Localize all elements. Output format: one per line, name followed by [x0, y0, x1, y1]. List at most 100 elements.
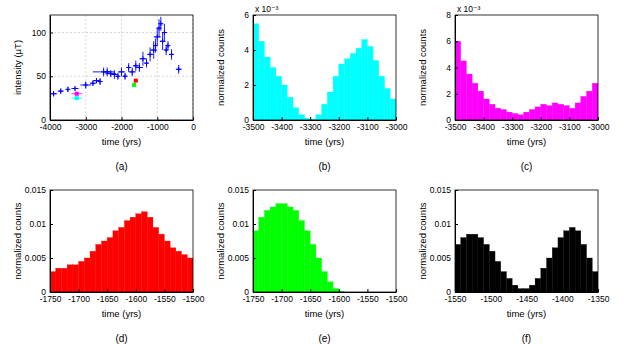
tick-label: 2 [244, 80, 249, 90]
y-axis-title: normalized counts [215, 202, 226, 279]
bar [367, 47, 373, 121]
x-axis-title: time (yrs) [305, 136, 345, 147]
tick-label: 0.015 [228, 185, 250, 195]
bar [287, 97, 293, 120]
tick-mark [253, 50, 256, 51]
tick-label: -1550 [357, 294, 379, 304]
bar [501, 110, 507, 121]
point [73, 86, 78, 91]
axis: 0246 [244, 10, 256, 125]
bar [484, 99, 490, 120]
tick: 6 [446, 36, 458, 46]
tick: -3000 [588, 117, 610, 132]
tick: -3300 [502, 117, 524, 132]
bar [293, 108, 299, 120]
bar [478, 238, 484, 292]
tick-label: -2000 [111, 122, 133, 132]
tick-mark [569, 117, 570, 120]
bar [466, 74, 472, 120]
point [137, 65, 142, 70]
bar [147, 217, 153, 292]
tick-label: 4 [446, 63, 451, 73]
x-axis-title: time (yrs) [102, 308, 142, 319]
tick-label: 0 [41, 287, 46, 297]
bar [529, 285, 535, 292]
tick: -1700 [271, 289, 293, 304]
tick-mark [310, 117, 311, 120]
x-axis-title: time (yrs) [102, 136, 142, 147]
tick-mark [310, 289, 311, 292]
bar [569, 108, 575, 120]
bar [569, 227, 575, 292]
tick: -1600 [125, 289, 147, 304]
bar [293, 210, 299, 292]
bar [472, 234, 478, 292]
tick-mark [253, 258, 256, 259]
bar [333, 76, 339, 120]
bar [535, 107, 541, 120]
y-axis-title: normalized counts [215, 29, 226, 106]
tick-mark [50, 76, 53, 77]
plot-frame [50, 15, 193, 120]
tick: 0.015 [430, 185, 458, 195]
caption: (f) [522, 333, 531, 344]
point [176, 67, 181, 72]
y-axis-title: normalized counts [417, 29, 428, 106]
tick-label: 6 [446, 36, 451, 46]
tick: -3000 [75, 117, 97, 132]
tick-mark [455, 224, 458, 225]
tick-label: -3400 [271, 122, 293, 132]
bar [304, 231, 310, 292]
tick-label: -1450 [516, 294, 538, 304]
bar [124, 221, 130, 292]
x-axis-title: time (yrs) [305, 308, 345, 319]
tick: -1650 [300, 289, 322, 304]
tick-mark [86, 117, 87, 120]
panel: -3500-3400-3300-3200-3100-30000246time (… [215, 4, 408, 172]
bar [130, 217, 136, 292]
bar [182, 255, 188, 292]
tick: -1550 [357, 289, 379, 304]
point [115, 74, 120, 79]
panel: -4000-3000-2000-10000050100time (yrs)int… [12, 15, 196, 172]
bar [142, 212, 148, 292]
tick-mark [253, 85, 256, 86]
tick: 2 [446, 89, 458, 99]
tick: -1700 [68, 289, 90, 304]
point [144, 61, 149, 66]
axis: 00.0050.010.015 [430, 185, 458, 297]
bar [136, 214, 142, 292]
bar [164, 241, 170, 292]
bar [282, 204, 288, 292]
tick-label: -1000 [147, 122, 169, 132]
tick-label: 0.015 [430, 185, 452, 195]
bar [345, 59, 351, 120]
point [130, 69, 135, 74]
bar [385, 89, 391, 121]
bar [96, 244, 102, 292]
point [165, 43, 170, 48]
tick-label: 0 [446, 287, 451, 297]
tick-mark [79, 289, 80, 292]
tick-label: -1700 [68, 294, 90, 304]
tick-label: 2 [446, 89, 451, 99]
bar [512, 113, 518, 120]
bar [362, 40, 368, 121]
plot-frame [455, 190, 598, 292]
axis: 00.0050.010.015 [25, 185, 53, 297]
bar [299, 115, 305, 120]
bar [270, 68, 276, 121]
axis: -4000-3000-2000-10000 [40, 117, 197, 132]
panel: -1750-1700-1650-1600-1550-150000.0050.01… [215, 185, 408, 344]
bar [512, 285, 518, 292]
bar [581, 244, 587, 292]
tick-mark [339, 289, 340, 292]
tick-label: -3000 [588, 122, 610, 132]
y-axis-title: intensity (μT) [12, 40, 23, 95]
point [90, 81, 95, 86]
axis: 00.0050.010.015 [228, 185, 256, 297]
point [126, 65, 131, 70]
bar [581, 96, 587, 120]
tick: -1650 [97, 289, 119, 304]
tick-mark [562, 289, 563, 292]
